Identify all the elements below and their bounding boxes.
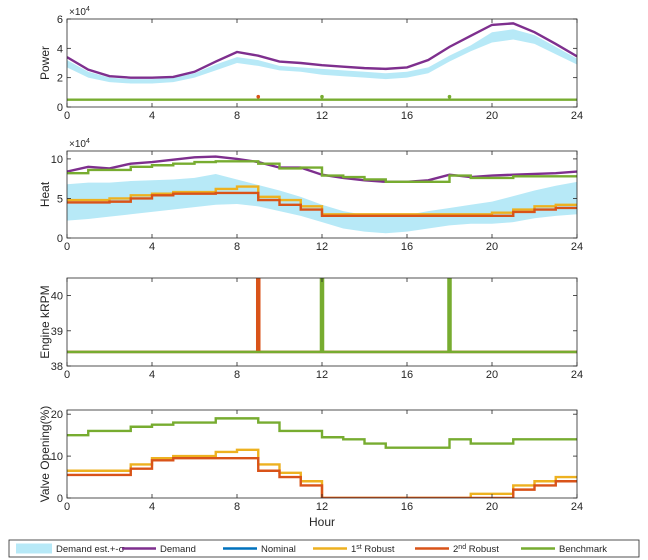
- y-tick-label: 10: [51, 451, 63, 463]
- panel-2: 0 4 8 12 16 20 24 0 5 10 ×104 Heat: [38, 138, 583, 253]
- x-tick-label: 16: [401, 241, 413, 253]
- benchmark-line: [67, 160, 577, 184]
- x-tick-label: 0: [64, 369, 70, 381]
- x-tick-label: 12: [316, 369, 328, 381]
- y-tick-label: 2: [57, 73, 63, 85]
- legend-item-1st-robust: 1st Robust: [313, 544, 395, 555]
- legend-label: 2nd Robust: [453, 544, 499, 555]
- y-tick-label: 0: [57, 493, 63, 505]
- legend-label: Benchmark: [559, 544, 607, 555]
- legend-item-2nd-robust: 2nd Robust: [415, 544, 499, 555]
- y-axis-label: Engine kRPM: [38, 285, 52, 358]
- x-tick-label: 0: [64, 501, 70, 513]
- x-tick-label: 12: [316, 241, 328, 253]
- benchmark-line: [67, 278, 577, 354]
- y-tick-label: 10: [51, 154, 63, 166]
- y-tick-label: 0: [57, 102, 63, 114]
- 2nd-robust-line: [67, 191, 577, 218]
- x-tick-label: 12: [316, 110, 328, 122]
- x-tick-label: 20: [486, 501, 498, 513]
- x-tick-label: 24: [571, 501, 583, 513]
- x-tick-label: 4: [149, 241, 155, 253]
- x-tick-label: 4: [149, 501, 155, 513]
- x-tick-label: 8: [234, 369, 240, 381]
- 2nd-robust-line: [67, 456, 577, 498]
- x-tick-label: 24: [571, 110, 583, 122]
- x-tick-label: 8: [234, 241, 240, 253]
- x-tick-label: 16: [401, 501, 413, 513]
- y-tick-label: 5: [57, 193, 63, 205]
- legend-item-demand-est: Demand est.+-σ: [16, 543, 125, 555]
- x-tick-label: 20: [486, 369, 498, 381]
- x-tick-label: 0: [64, 110, 70, 122]
- 2nd-robust-marker: [256, 94, 261, 99]
- y-axis-label: Heat: [38, 181, 52, 207]
- legend-label: Nominal: [261, 544, 296, 555]
- benchmark-marker: [447, 94, 452, 99]
- x-tick-label: 24: [571, 369, 583, 381]
- y-tick-label: 6: [57, 14, 63, 26]
- demand-uncertainty-band: [67, 29, 577, 84]
- x-tick-label: 0: [64, 241, 70, 253]
- legend-item-demand: Demand: [122, 544, 196, 555]
- y-axis-label: Valve Opening(%): [38, 406, 52, 503]
- legend-label: Demand est.+-σ: [56, 544, 125, 555]
- demand-line: [67, 22, 577, 79]
- benchmark-marker: [320, 94, 324, 99]
- x-tick-label: 4: [149, 110, 155, 122]
- demand-uncertainty-band: [67, 173, 577, 234]
- benchmark-line: [67, 417, 577, 449]
- legend-label: 1st Robust: [351, 544, 395, 555]
- legend-swatch: [16, 543, 52, 554]
- x-tick-label: 20: [486, 241, 498, 253]
- x-tick-label: 4: [149, 369, 155, 381]
- x-tick-label: 16: [401, 110, 413, 122]
- x-tick-label: 8: [234, 110, 240, 122]
- y-exponent-label: ×104: [69, 6, 90, 18]
- x-tick-label: 24: [571, 241, 583, 253]
- x-axis-label: Hour: [309, 515, 335, 529]
- x-tick-label: 8: [234, 501, 240, 513]
- x-tick-label: 16: [401, 369, 413, 381]
- y-tick-label: 4: [57, 43, 63, 55]
- x-tick-label: 12: [316, 501, 328, 513]
- x-tick-label: 20: [486, 110, 498, 122]
- legend-label: Demand: [160, 544, 196, 555]
- y-tick-label: 38: [51, 361, 63, 373]
- y-exponent-label: ×104: [69, 138, 90, 150]
- legend-item-benchmark: Benchmark: [521, 544, 607, 555]
- y-tick-label: 40: [51, 291, 63, 303]
- y-tick-label: 20: [51, 409, 63, 421]
- y-axis-label: Power: [38, 46, 52, 80]
- y-tick-label: 0: [57, 233, 63, 245]
- legend: Demand est.+-σ Demand Nominal 1st Robust 2nd…: [8, 539, 640, 558]
- y-tick-label: 39: [51, 326, 63, 338]
- legend-item-nominal: Nominal: [223, 544, 296, 555]
